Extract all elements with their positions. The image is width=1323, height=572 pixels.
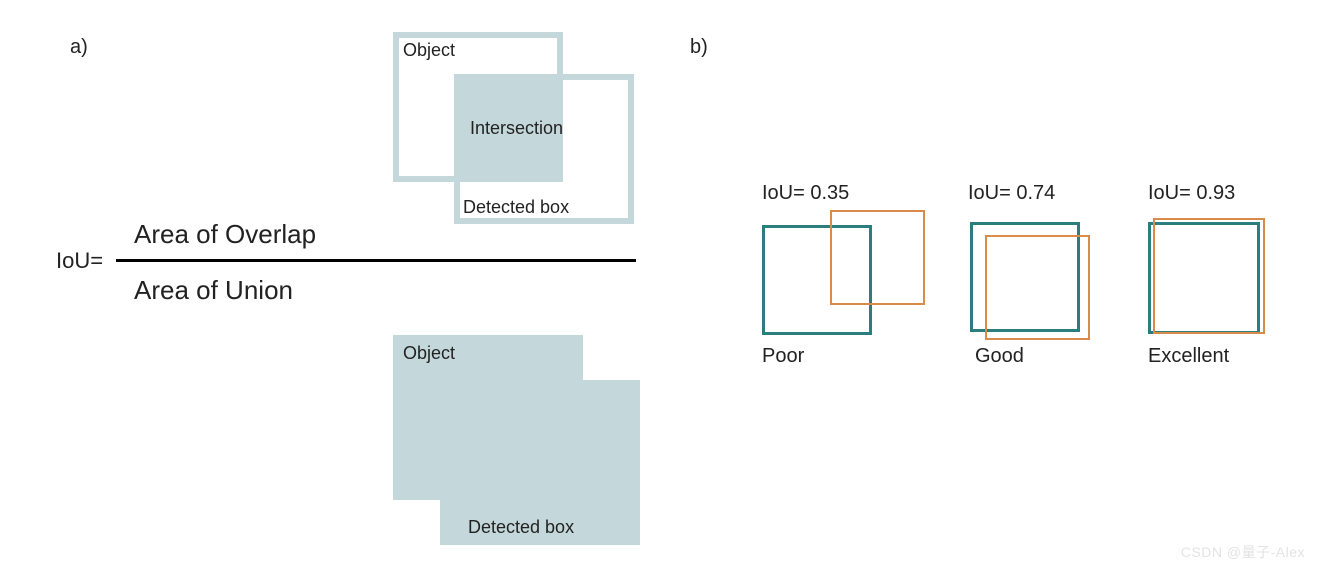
denominator-text: Area of Union	[134, 275, 293, 306]
example0-box2	[830, 210, 925, 305]
iou-label-1: IoU= 0.74	[968, 182, 1055, 205]
overlap-detected-label: Detected box	[463, 197, 569, 218]
iou-label-2: IoU= 0.93	[1148, 182, 1235, 205]
formula-lhs: IoU=	[56, 248, 103, 274]
iou-label-0: IoU= 0.35	[762, 182, 849, 205]
quality-label-0: Poor	[762, 345, 804, 368]
example2-box2	[1153, 218, 1265, 334]
panel-b-label: b)	[690, 36, 708, 59]
panel-a-label: a)	[70, 36, 88, 59]
overlap-object-label: Object	[403, 40, 455, 61]
fraction-line	[116, 259, 636, 262]
union-detected-label: Detected box	[468, 517, 574, 538]
numerator-text: Area of Overlap	[134, 219, 316, 250]
example1-box2	[985, 235, 1090, 340]
watermark-text: CSDN @量子-Alex	[1181, 542, 1305, 562]
overlap-intersection-label: Intersection	[470, 118, 563, 139]
quality-label-1: Good	[975, 345, 1024, 368]
union-object-label: Object	[403, 343, 455, 364]
quality-label-2: Excellent	[1148, 345, 1229, 368]
